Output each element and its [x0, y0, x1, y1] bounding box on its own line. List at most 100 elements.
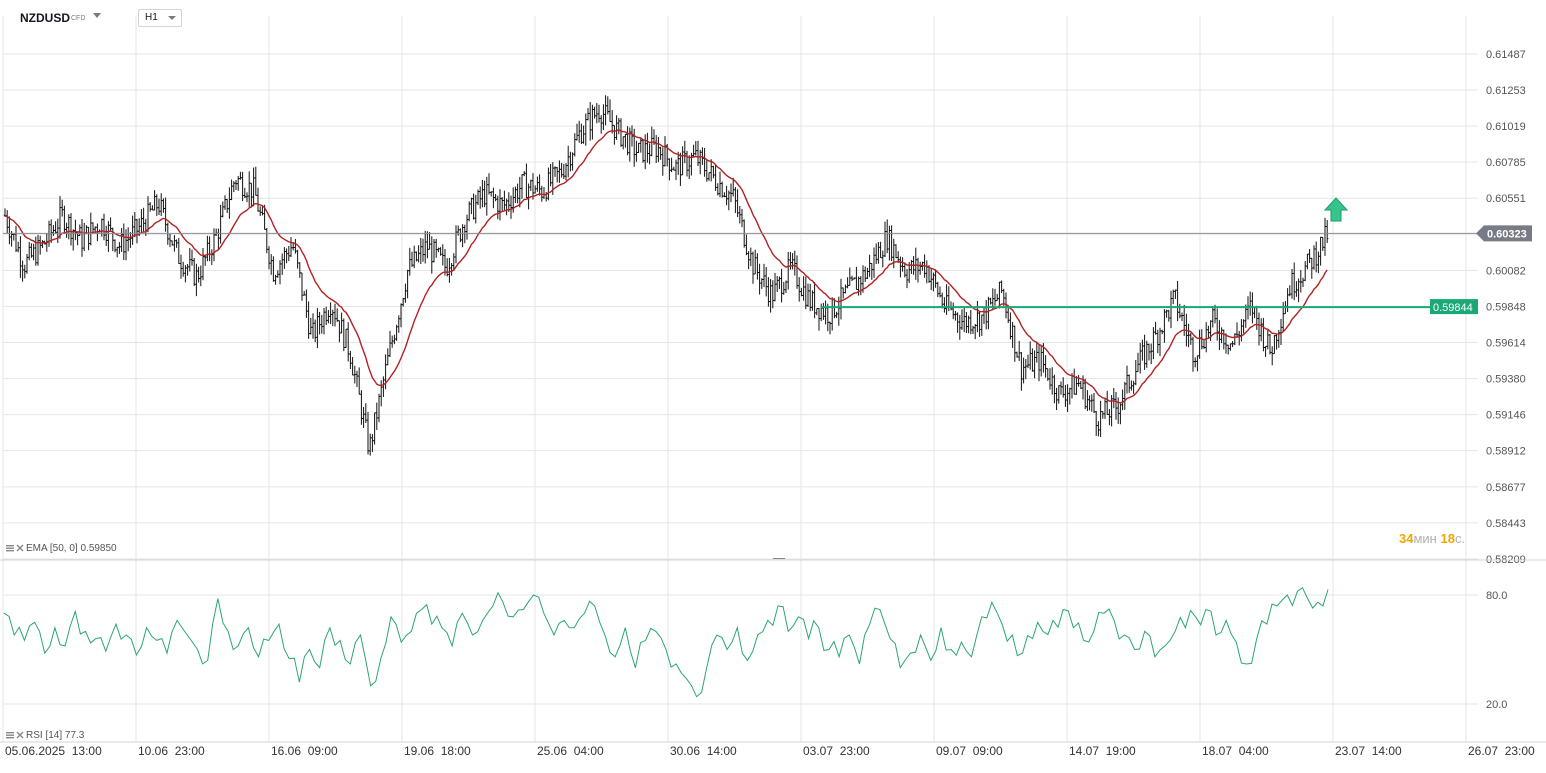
candle — [894, 244, 898, 259]
candle — [930, 268, 933, 291]
candle — [864, 266, 867, 282]
candle — [285, 248, 288, 264]
candle — [604, 95, 607, 126]
candle — [1301, 277, 1305, 287]
candle — [767, 277, 770, 307]
candle — [303, 290, 306, 296]
candle — [600, 115, 603, 134]
candle — [1260, 318, 1263, 342]
candle — [232, 181, 235, 193]
candle — [1183, 304, 1186, 336]
candle — [1191, 336, 1195, 372]
symbol-name[interactable]: NZDUSD — [20, 11, 70, 25]
candle — [1145, 340, 1148, 368]
symbol-dropdown-icon[interactable] — [93, 13, 101, 18]
candle — [692, 144, 695, 158]
candle — [795, 255, 799, 289]
candle — [890, 225, 893, 262]
price-tick-label: 0.60551 — [1486, 193, 1526, 205]
timeframe-select[interactable]: H1 — [138, 9, 182, 27]
candle — [760, 278, 763, 289]
candle — [578, 120, 581, 143]
candle — [1139, 342, 1142, 374]
settings-icon[interactable] — [6, 731, 14, 739]
rsi-legend[interactable]: RSI [14] 77.3 — [6, 730, 84, 741]
candle — [155, 194, 158, 216]
candle — [1240, 319, 1243, 342]
candle — [567, 145, 570, 178]
close-icon[interactable] — [16, 544, 24, 552]
close-icon[interactable] — [16, 731, 24, 739]
candle — [34, 236, 37, 266]
candle — [1158, 327, 1162, 357]
candle — [226, 198, 229, 214]
candle — [485, 176, 488, 216]
candle — [1218, 320, 1221, 351]
candle — [12, 233, 15, 241]
time-axis-label: 16.06 09:00 — [271, 744, 338, 758]
candle — [771, 280, 774, 309]
candle — [188, 247, 191, 272]
candle — [538, 174, 541, 196]
candle — [351, 357, 354, 376]
candle — [1196, 355, 1199, 372]
candle — [549, 164, 552, 187]
candle — [1099, 400, 1102, 437]
candle — [199, 265, 202, 287]
candle — [344, 328, 348, 348]
candle — [476, 189, 480, 206]
candle — [468, 201, 471, 222]
candle — [175, 239, 178, 248]
candle — [597, 104, 601, 123]
candle — [776, 275, 779, 293]
time-axis-label: 25.06 04:00 — [537, 744, 604, 758]
candle — [14, 225, 18, 253]
candle — [1132, 380, 1135, 394]
candle — [960, 309, 964, 330]
candle — [274, 274, 277, 285]
candle — [866, 267, 869, 280]
candle — [362, 407, 365, 429]
candle — [30, 243, 33, 258]
candle — [542, 186, 546, 199]
candle — [1273, 335, 1276, 355]
candle — [146, 196, 150, 233]
candle — [340, 312, 343, 334]
candle — [628, 127, 631, 162]
candle — [1176, 280, 1179, 322]
candle — [1150, 343, 1153, 365]
candle — [105, 225, 108, 246]
candle — [1216, 308, 1219, 341]
candle — [1172, 289, 1175, 305]
candle — [426, 231, 429, 259]
candle — [168, 233, 172, 248]
candle — [958, 314, 961, 340]
candle — [619, 118, 623, 148]
price-tick-label: 0.61019 — [1486, 121, 1526, 133]
candle — [1110, 395, 1113, 427]
price-tick-label: 0.59380 — [1486, 374, 1526, 386]
settings-icon[interactable] — [6, 544, 14, 552]
pane-resize-handle[interactable] — [773, 558, 785, 559]
candle — [798, 277, 801, 302]
candle — [417, 245, 420, 263]
candle — [749, 247, 752, 267]
candle — [208, 236, 211, 262]
candle — [28, 241, 31, 261]
candle — [1253, 307, 1256, 319]
candle — [69, 213, 73, 246]
candle — [1035, 341, 1038, 363]
candle — [514, 186, 517, 204]
candle — [1020, 352, 1023, 391]
candle — [61, 199, 64, 217]
price-tick-label: 0.58912 — [1486, 446, 1526, 458]
candle — [1161, 329, 1164, 335]
candle — [811, 290, 814, 311]
candle — [58, 196, 62, 239]
candle — [835, 311, 838, 319]
candle — [1125, 365, 1129, 394]
candle — [945, 284, 948, 315]
ema-legend[interactable]: EMA [50, 0] 0.59850 — [6, 543, 117, 554]
